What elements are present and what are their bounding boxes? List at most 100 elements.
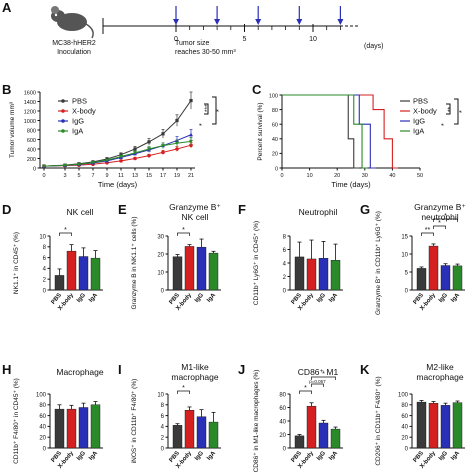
y-axis-label: CD206⁺ in CD11b⁺ F4/80⁺ (%): [375, 376, 382, 465]
bar-iga: [452, 402, 463, 449]
sig-mark: **: [447, 106, 454, 112]
x-tick-label: IgA: [450, 292, 461, 304]
bar-pbs: [54, 275, 65, 291]
y-tick-label: 80: [279, 392, 286, 398]
y-tick-label: 5: [405, 270, 409, 276]
panel-title: M2-like: [426, 362, 454, 372]
data-point-iga: [161, 144, 165, 148]
y-tick-label: 0: [283, 446, 287, 452]
sig-mark: *: [459, 110, 466, 113]
data-point-iga: [91, 161, 95, 165]
y-tick-label: 4: [161, 425, 165, 431]
y-tick-label: 0: [275, 166, 278, 172]
bar-iga: [452, 265, 463, 291]
panel-label-e: E: [118, 202, 127, 217]
x-tick-label: IgA: [328, 292, 339, 304]
bar-igg: [196, 416, 207, 449]
data-point-pbs: [175, 118, 179, 123]
panel-label-a: A: [2, 0, 12, 15]
y-tick-label: 0: [43, 288, 47, 294]
panel-label-b: B: [2, 82, 11, 97]
y-tick-label: 4: [43, 267, 47, 273]
bar-pbs: [294, 435, 305, 449]
x-tick-label: 0: [42, 173, 45, 179]
sig-bracket: [433, 225, 446, 229]
bar-pbs: [294, 256, 305, 291]
y-tick-label: 4: [283, 261, 287, 267]
y-tick-label: 60: [279, 406, 286, 412]
y-tick-label: 60: [39, 414, 46, 420]
sig-bracket-inner: [204, 103, 209, 115]
y-tick-label: 0: [161, 446, 165, 452]
legend-label: PBS: [413, 97, 428, 106]
survival-curve-pbs: [282, 94, 360, 169]
panel-title: NK cell: [67, 207, 94, 217]
y-tick-label: 0: [43, 446, 47, 452]
x-tick-label: 50: [417, 173, 423, 179]
y-tick-label: 8: [283, 234, 287, 240]
y-tick-label: 20: [39, 436, 46, 442]
panel-label-c: C: [252, 82, 262, 97]
sig-mark: *: [182, 385, 185, 392]
y-tick-label: 0: [283, 288, 287, 294]
bar-igg: [440, 405, 451, 449]
legend-label: IgG: [413, 117, 425, 126]
y-tick-label: 6: [43, 256, 47, 262]
sig-mark: **: [425, 227, 431, 234]
timeline-tick-label: 10: [309, 36, 317, 43]
data-point-iga: [63, 163, 67, 168]
y-tick-label: 0: [405, 288, 409, 294]
y-tick-label: 20: [272, 152, 278, 158]
x-tick-label: 9: [105, 173, 108, 179]
y-tick-label: 8: [161, 403, 165, 409]
legend-label: IgG: [72, 117, 84, 126]
panel-label-i: I: [118, 362, 122, 377]
y-tick-label: 800: [27, 128, 36, 134]
x-tick-label: IgG: [194, 292, 205, 304]
bar-iga: [90, 404, 101, 449]
x-tick-label: 11: [118, 173, 124, 179]
y-axis-label: CD86⁺ in M1-like macrophages (%): [253, 370, 260, 473]
y-axis-label: Tumor volume mm³: [9, 101, 16, 158]
y-tick-label: 0: [161, 288, 165, 294]
y-tick-label: 6: [283, 248, 287, 254]
x-tick-label: 19: [174, 173, 180, 179]
bar-igg: [440, 265, 451, 291]
x-tick-label: IgA: [88, 450, 99, 462]
y-tick-label: 2: [43, 278, 47, 284]
y-tick-label: 6: [161, 414, 165, 420]
panel-subtitle: macrophage: [416, 372, 464, 382]
x-tick-label: IgA: [450, 450, 461, 462]
sig-bracket: [59, 232, 72, 236]
bar-x-body: [428, 245, 439, 291]
timeline-tick-label: 0: [174, 36, 178, 43]
x-tick-label: 30: [362, 173, 368, 179]
panel-subtitle: macrophage: [171, 372, 219, 382]
data-point-pbs: [147, 140, 151, 144]
data-point-x-body: [147, 153, 151, 158]
bar-x-body: [306, 258, 317, 291]
legend-label: IgA: [413, 127, 424, 136]
x-tick-label: 40: [389, 173, 395, 179]
y-tick-label: 10: [157, 270, 164, 276]
data-point-iga: [77, 162, 81, 167]
bar-pbs: [172, 425, 183, 449]
x-tick-label: IgA: [88, 292, 99, 304]
mouse-caption-1: MC38-hHER2: [52, 40, 96, 47]
x-tick-label: IgG: [316, 292, 327, 304]
y-tick-label: 80: [39, 403, 46, 409]
bar-x-body: [184, 246, 195, 291]
y-tick-label: 80: [272, 108, 278, 114]
panel-title: Neutrophil: [299, 207, 338, 217]
data-point-iga: [147, 147, 151, 151]
x-tick-label: IgG: [438, 292, 449, 304]
sig-bracket: [311, 376, 336, 380]
y-tick-label: 20: [279, 433, 286, 439]
sig-mark: *: [64, 227, 67, 234]
y-tick-label: 1600: [24, 90, 36, 96]
y-axis-label: Granzyme B⁺ in CD11b⁺ Ly6G⁺ (%): [375, 211, 382, 315]
bar-iga: [208, 421, 219, 449]
y-tick-label: 0: [33, 166, 36, 172]
